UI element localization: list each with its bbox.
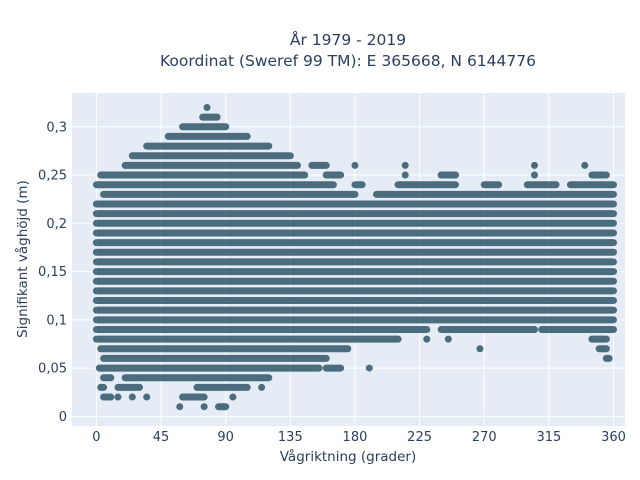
- x-tick-label: 360: [601, 430, 626, 445]
- y-tick-label: 0,15: [38, 265, 67, 280]
- chart-title-line-2: Koordinat (Sweref 99 TM): E 365668, N 61…: [160, 52, 536, 70]
- x-axis-title: Vågriktning (grader): [280, 448, 417, 465]
- x-tick-label: 180: [343, 430, 368, 445]
- x-axis-ticks: 0 45 90 135 180 225 270 315 360: [92, 430, 626, 445]
- data-markers: [92, 103, 618, 411]
- x-tick-label: 90: [217, 430, 234, 445]
- y-tick-label: 0,1: [46, 313, 67, 328]
- y-axis-title: Signifikant våghöjd (m): [14, 180, 31, 338]
- y-tick-label: 0,05: [38, 362, 67, 377]
- y-tick-label: 0,3: [46, 120, 67, 135]
- chart-title-line-1: År 1979 - 2019: [290, 30, 406, 49]
- x-tick-label: 225: [407, 430, 432, 445]
- x-tick-label: 270: [472, 430, 497, 445]
- x-tick-label: 315: [536, 430, 561, 445]
- y-tick-label: 0,25: [38, 169, 67, 184]
- x-tick-label: 45: [153, 430, 170, 445]
- y-tick-label: 0,2: [46, 217, 67, 232]
- x-tick-label: 0: [92, 430, 100, 445]
- y-tick-label: 0: [59, 410, 67, 425]
- y-axis-ticks: 0 0,05 0,1 0,15 0,2 0,25 0,3: [38, 120, 67, 425]
- x-tick-label: 135: [278, 430, 303, 445]
